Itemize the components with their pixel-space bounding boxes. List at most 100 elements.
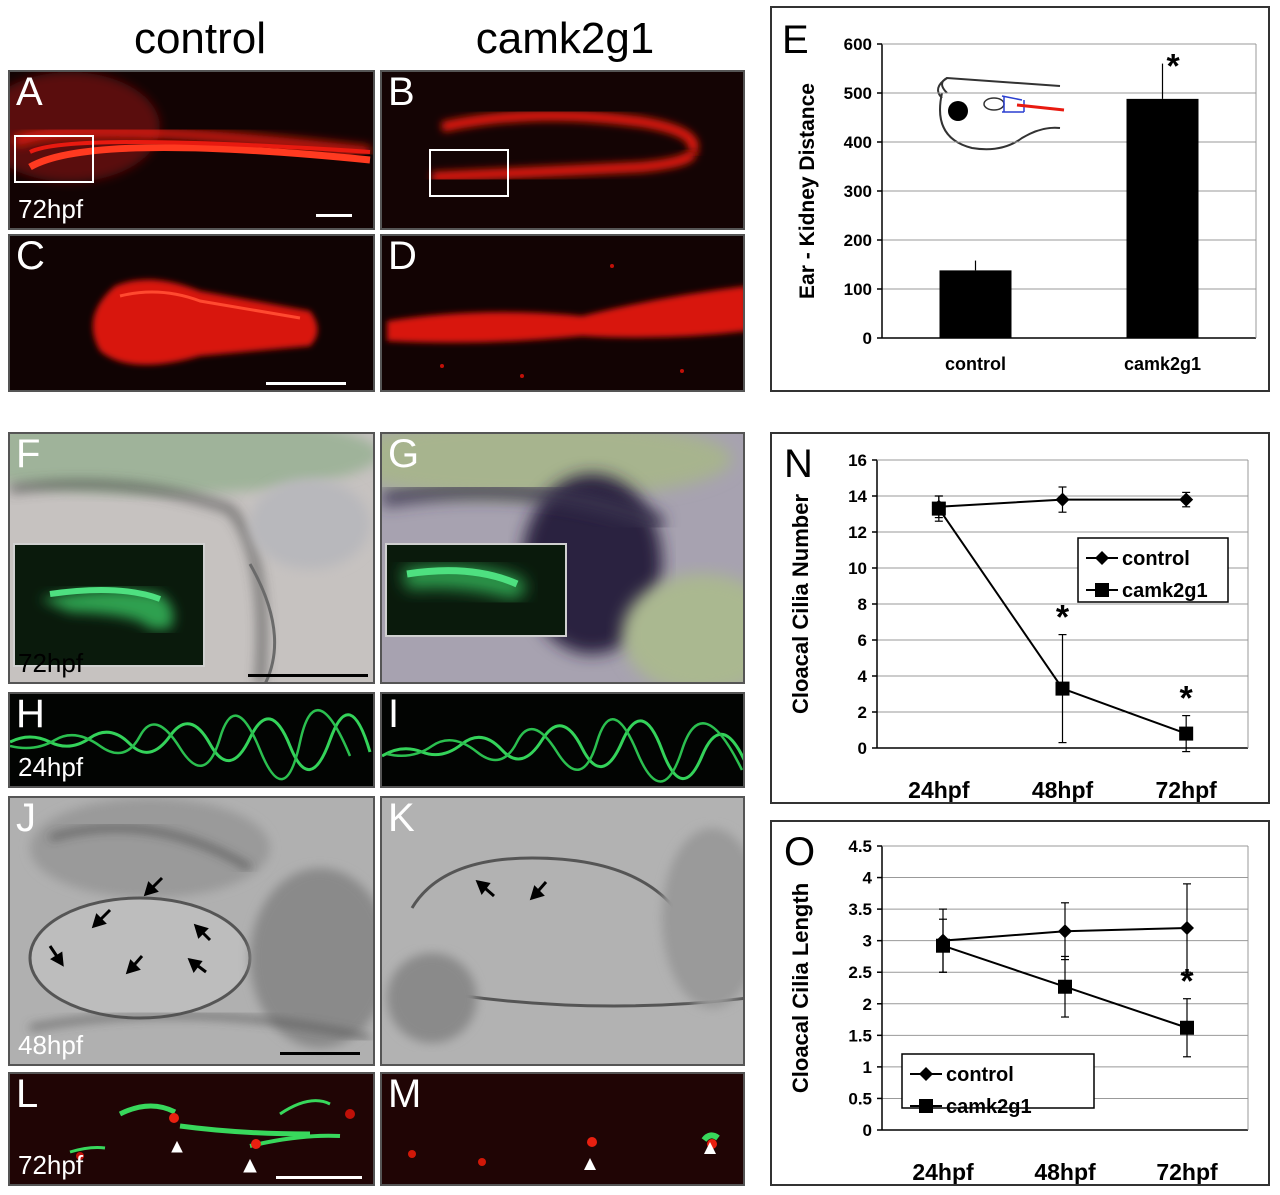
chart-e-svg: 0 100 200 300 400 500 600 Ear - Kidney Distance… (796, 35, 1257, 374)
panel-l-cilia-basal-body-control: L 72hpf (8, 1072, 375, 1186)
panel-letter: C (16, 234, 45, 278)
y-tick-label: 0 (863, 1121, 872, 1140)
panel-c-image (92, 279, 318, 365)
panel-f-image (10, 434, 373, 682)
legend-marker-control (1095, 551, 1109, 565)
basal-body-arrowhead (243, 1158, 257, 1173)
point-camk2g1 (936, 938, 950, 953)
panel-letter: O (784, 830, 816, 874)
legend-marker-camk2g1 (1095, 583, 1109, 597)
stage-label: 72hpf (18, 648, 84, 678)
y-tick-label: 8 (858, 595, 867, 614)
panel-m-cilia-basal-body-camk2g1: M (380, 1072, 745, 1186)
point-camk2g1 (1058, 979, 1072, 994)
y-tick-label: 0.5 (848, 1089, 872, 1108)
panel-o-chart: O 0 0.5 1 1.5 2 2.5 3 3.5 4 4.5 Cloacal Cilia Leng… (770, 820, 1270, 1186)
y-tick-label: 1 (863, 1058, 872, 1077)
panel-j-image (10, 798, 373, 1064)
cilia-arrows (48, 876, 212, 975)
legend-label-camk2g1: camk2g1 (946, 1096, 1032, 1118)
y-tick-label: 0 (858, 739, 867, 758)
panel-h-image (10, 709, 372, 781)
panel-letter: B (388, 70, 415, 114)
y-tick-label: 2 (858, 703, 867, 722)
basal-body-arrowhead (584, 1158, 596, 1170)
stage-label: 72hpf (18, 194, 84, 224)
x-tick-label: 24hpf (908, 777, 970, 802)
legend-label-control: control (1122, 548, 1190, 570)
panel-letter: K (388, 796, 415, 840)
panel-letter: M (388, 1072, 422, 1116)
y-axis-label: Ear - Kidney Distance (796, 83, 819, 299)
scale-bar (276, 1176, 362, 1179)
y-tick-label: 16 (848, 451, 867, 470)
y-tick-label: 300 (844, 182, 872, 201)
panel-letter: G (388, 432, 420, 476)
panel-a-pronephros-control: A 72hpf (8, 70, 375, 230)
x-tick-label: 72hpf (1155, 777, 1217, 802)
column-heading-camk2g1: camk2g1 (475, 14, 655, 63)
panel-g-brightfield-camk2g1: G (380, 432, 745, 684)
legend-marker-camk2g1 (919, 1099, 933, 1113)
panel-g-image (382, 434, 743, 682)
scale-bar (316, 214, 352, 217)
chart-n-svg: 0 2 4 6 8 10 12 14 16 Cloacal Cilia Number 24hpf 48… (788, 451, 1249, 802)
panel-m-image (408, 1132, 720, 1170)
bar-control (939, 270, 1012, 338)
stage-label: 72hpf (18, 1150, 84, 1180)
panel-letter: I (388, 692, 400, 736)
y-tick-label: 4 (863, 869, 873, 888)
x-tick-label: 24hpf (912, 1159, 974, 1184)
y-tick-label: 10 (848, 559, 867, 578)
point-camk2g1 (1179, 726, 1194, 741)
panel-e-chart: E 0 100 200 300 400 500 600 Ear - Kidney Distan… (770, 6, 1270, 392)
panel-letter: L (16, 1072, 39, 1116)
x-tick-label: control (945, 354, 1006, 374)
significance-star: * (1180, 680, 1194, 718)
y-tick-label: 0 (863, 329, 872, 348)
point-camk2g1 (1055, 681, 1070, 696)
stage-label: 48hpf (18, 1030, 84, 1060)
y-tick-label: 2.5 (848, 963, 872, 982)
x-tick-label: 48hpf (1034, 1159, 1096, 1184)
scale-bar (248, 674, 368, 677)
point-camk2g1 (931, 501, 946, 516)
panel-d-image (387, 264, 743, 378)
y-tick-label: 4 (858, 667, 868, 686)
cilia-arrows (475, 879, 548, 901)
point-camk2g1 (1180, 1020, 1194, 1035)
significance-star: * (1167, 48, 1181, 86)
basal-body-arrowhead (704, 1142, 716, 1154)
scale-bar (266, 382, 346, 385)
larva-schematic-inset (937, 76, 1065, 151)
y-tick-label: 400 (844, 133, 872, 152)
panel-n-chart: N 0 2 4 6 8 10 12 14 16 Cloacal Cilia Number 24hpf… (770, 432, 1270, 804)
zoom-box (429, 149, 509, 197)
y-tick-label: 2 (863, 995, 872, 1014)
panel-letter: E (782, 18, 809, 62)
x-tick-label: 48hpf (1032, 777, 1094, 802)
panel-a-image (10, 72, 371, 183)
panel-k-image (382, 798, 743, 1064)
x-tick-label: 72hpf (1156, 1159, 1218, 1184)
y-tick-label: 600 (844, 35, 872, 54)
significance-star: * (1056, 599, 1070, 637)
legend-label-camk2g1: camk2g1 (1122, 580, 1208, 602)
panel-c-pronephros-zoom-control: C (8, 234, 375, 392)
panel-letter: F (16, 432, 41, 476)
y-tick-label: 6 (858, 631, 867, 650)
stage-label: 24hpf (18, 752, 84, 782)
legend-label-control: control (946, 1064, 1014, 1086)
significance-star: * (1180, 963, 1194, 1001)
legend-marker-control (919, 1067, 933, 1081)
point-control (1058, 924, 1072, 939)
column-heading-control: control (133, 14, 267, 63)
legend-box (901, 1053, 1095, 1109)
panel-letter: N (784, 442, 813, 486)
y-tick-label: 200 (844, 231, 872, 250)
y-tick-label: 3 (863, 932, 872, 951)
basal-body-arrowhead (171, 1140, 183, 1153)
panel-i-image (382, 718, 743, 783)
panel-k-dic-camk2g1: K (380, 796, 745, 1066)
panel-letter: A (16, 70, 43, 114)
